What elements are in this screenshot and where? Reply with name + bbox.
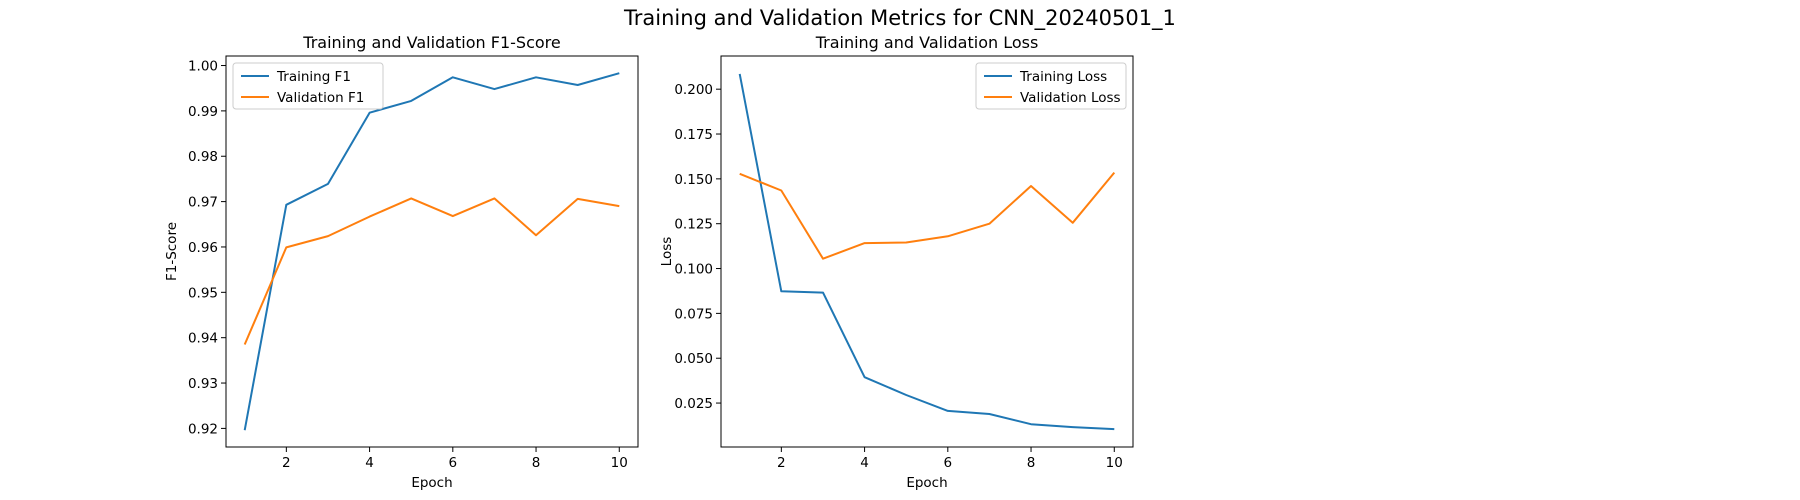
f1-chart-ytick-label: 1.00 xyxy=(188,59,218,75)
loss-chart-xtick-label: 4 xyxy=(860,455,869,471)
f1-chart-ytick-label: 0.92 xyxy=(188,421,218,437)
f1-chart-xtick-label: 6 xyxy=(449,455,458,471)
loss-chart-ytick-label: 0.100 xyxy=(674,262,713,278)
loss-chart-xtick-label: 8 xyxy=(1027,455,1036,471)
f1-chart-ytick-label: 0.98 xyxy=(188,149,218,165)
loss-chart: Training and Validation Loss Epoch Loss … xyxy=(659,33,1134,491)
loss-chart-legend-box xyxy=(975,62,1127,110)
loss-chart-title: Training and Validation Loss xyxy=(815,33,1039,52)
f1-chart-legend-label: Training F1 xyxy=(276,69,351,85)
loss-chart-xlabel: Epoch xyxy=(906,475,947,491)
f1-chart-ytick-label: 0.94 xyxy=(188,331,218,347)
f1-chart-xtick-label: 4 xyxy=(365,455,374,471)
f1-chart-legend-box xyxy=(232,62,384,110)
f1-chart-series-training-line xyxy=(243,72,620,431)
loss-chart-ylabel: Loss xyxy=(659,237,675,267)
f1-chart-ytick-label: 0.96 xyxy=(188,240,218,256)
f1-chart-ytick-label: 0.97 xyxy=(188,195,218,211)
loss-chart-series-training-line xyxy=(738,73,1115,431)
f1-chart-axes-frame xyxy=(225,55,639,448)
loss-chart-legend-label: Validation Loss xyxy=(1020,90,1121,106)
figure-suptitle: Training and Validation Metrics for CNN_… xyxy=(623,6,1176,31)
loss-chart-ytick-label: 0.125 xyxy=(674,217,713,233)
loss-chart-legend: Training Loss Validation Loss xyxy=(975,62,1127,110)
loss-chart-xtick-label: 6 xyxy=(944,455,953,471)
loss-chart-ytick-label: 0.150 xyxy=(674,172,713,188)
f1-chart-xlabel: Epoch xyxy=(411,475,452,491)
f1-chart-series-validation-line xyxy=(243,197,620,345)
loss-chart-axes-frame xyxy=(720,55,1134,448)
loss-chart-legend-label: Training Loss xyxy=(1019,69,1107,85)
loss-chart-series-validation-line xyxy=(739,171,1116,260)
f1-chart-xtick-label: 10 xyxy=(611,455,628,471)
loss-chart-ytick-label: 0.175 xyxy=(674,127,713,143)
loss-chart-ytick-label: 0.075 xyxy=(674,306,713,322)
f1-chart-ytick-label: 0.99 xyxy=(188,104,218,120)
f1-chart-title: Training and Validation F1-Score xyxy=(302,33,560,52)
f1-chart-ytick-label: 0.95 xyxy=(188,285,218,301)
f1-chart-xtick-label: 2 xyxy=(282,455,291,471)
loss-chart-ytick-label: 0.200 xyxy=(674,82,713,98)
f1-chart-ytick-label: 0.93 xyxy=(188,376,218,392)
loss-chart-ytick-label: 0.050 xyxy=(674,351,713,367)
f1-chart-legend-label: Validation F1 xyxy=(277,90,364,106)
loss-chart-xtick-label: 10 xyxy=(1106,455,1123,471)
f1-chart-ylabel: F1-Score xyxy=(164,222,180,281)
f1-chart-legend: Training F1 Validation F1 xyxy=(232,62,384,110)
loss-chart-xtick-label: 2 xyxy=(777,455,786,471)
loss-chart-ytick-label: 0.025 xyxy=(674,396,713,412)
f1-score-chart: Training and Validation F1-Score Epoch F… xyxy=(164,33,639,491)
f1-chart-xtick-label: 8 xyxy=(532,455,541,471)
